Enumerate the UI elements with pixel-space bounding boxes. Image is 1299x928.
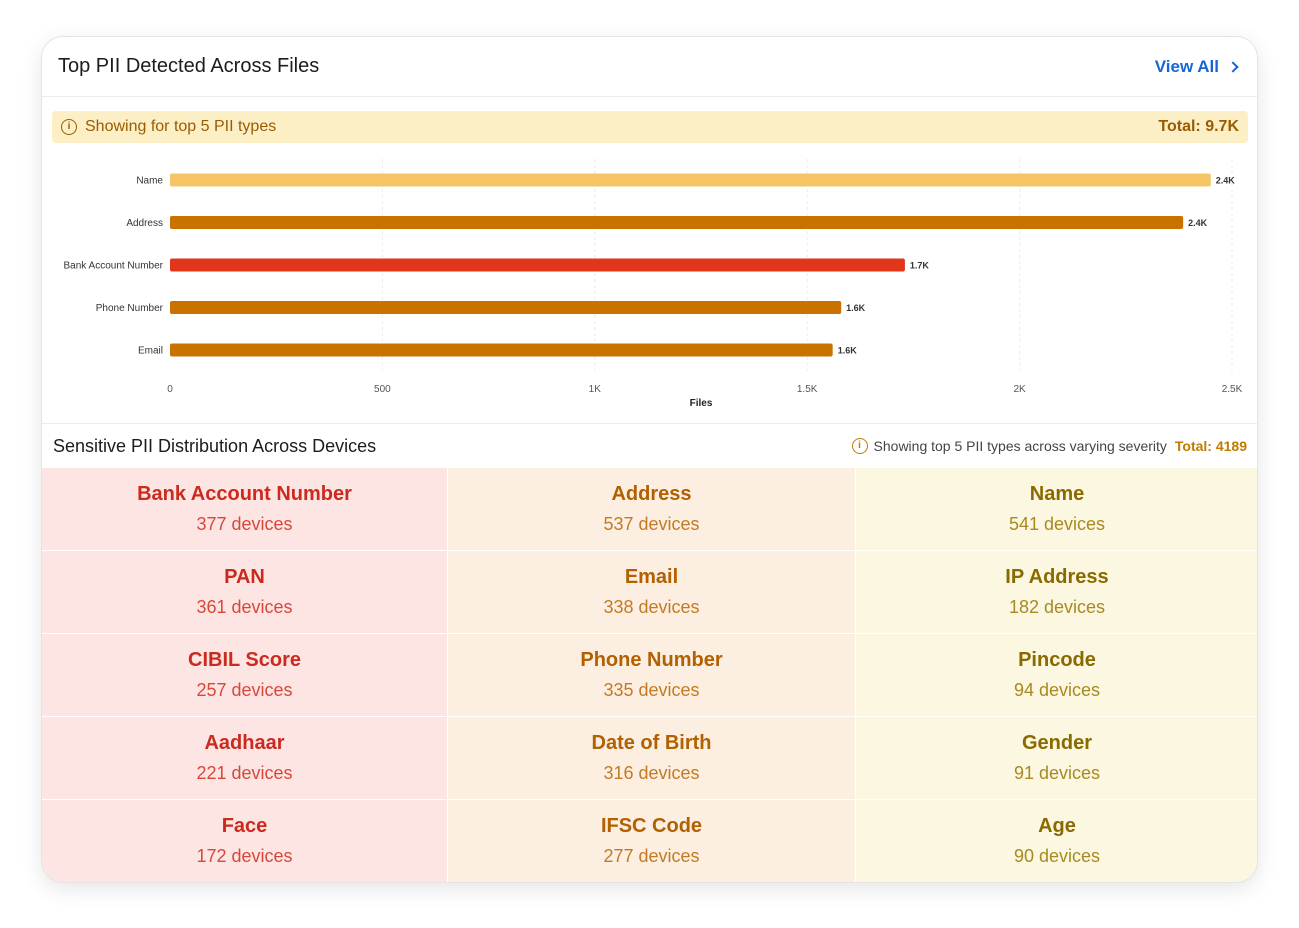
pii-type-name: Email xyxy=(624,566,679,588)
pii-type-name: IFSC Code xyxy=(600,815,703,837)
y-category-label: Phone Number xyxy=(96,303,164,314)
pii-type-name: Name xyxy=(1029,483,1085,505)
pii-card: Top PII Detected Across Files View All i… xyxy=(41,36,1258,883)
device-count: 541 devices xyxy=(1008,514,1106,534)
pii-bar-chart: 0 500 1K 1.5K 2K 2.5K Name 2.4K Address 2.4K Bank … xyxy=(42,149,1257,421)
pii-type-name: Bank Account Number xyxy=(137,483,352,505)
pii-device-cell[interactable]: PAN 361 devices xyxy=(42,551,448,634)
pii-device-cell[interactable]: CIBIL Score 257 devices xyxy=(42,634,448,717)
pii-type-name: PAN xyxy=(224,566,265,588)
bar xyxy=(170,301,842,314)
banner-text: Showing for top 5 PII types xyxy=(85,118,277,135)
pii-device-cell[interactable]: Face 172 devices xyxy=(42,800,448,882)
pii-device-cell[interactable]: Email 338 devices xyxy=(448,551,856,634)
data-label: 1.6K xyxy=(838,346,858,356)
data-label: 1.6K xyxy=(846,303,866,313)
distribution-note: Showing top 5 PII types across varying s… xyxy=(873,438,1167,454)
chart-svg: 0 500 1K 1.5K 2K 2.5K Name 2.4K Address 2.4K Bank … xyxy=(64,159,1243,409)
pii-type-name: Aadhaar xyxy=(204,732,285,754)
data-label: 2.4K xyxy=(1216,176,1236,186)
distribution-section: Sensitive PII Distribution Across Device… xyxy=(42,423,1257,882)
x-tick-label: 1.5K xyxy=(797,384,818,395)
pii-type-name: Phone Number xyxy=(580,649,723,671)
pii-device-cell[interactable]: Pincode 94 devices xyxy=(856,634,1257,717)
pii-device-cell[interactable]: IP Address 182 devices xyxy=(856,551,1257,634)
device-count: 182 devices xyxy=(1008,597,1106,617)
pii-type-name: Date of Birth xyxy=(591,732,712,754)
distribution-header: Sensitive PII Distribution Across Device… xyxy=(42,424,1257,468)
card-header: Top PII Detected Across Files View All xyxy=(42,37,1257,97)
pii-type-name: Address xyxy=(611,483,692,505)
pii-device-cell[interactable]: Gender 91 devices xyxy=(856,717,1257,800)
pii-type-name: Gender xyxy=(1021,732,1093,754)
device-count: 90 devices xyxy=(1013,846,1101,866)
bar xyxy=(170,173,1211,187)
x-tick-label: 2.5K xyxy=(1222,384,1243,395)
data-label: 2.4K xyxy=(1188,218,1208,228)
info-icon: i xyxy=(851,438,868,454)
view-all-link[interactable]: View All xyxy=(1155,57,1241,77)
device-count: 316 devices xyxy=(603,763,700,783)
bar xyxy=(170,343,833,357)
device-count: 94 devices xyxy=(1013,680,1101,700)
x-tick-label: 0 xyxy=(167,384,173,395)
pii-device-cell[interactable]: IFSC Code 277 devices xyxy=(448,800,856,882)
y-category-label: Email xyxy=(138,346,163,357)
x-tick-label: 1K xyxy=(589,384,602,395)
pii-type-name: Pincode xyxy=(1018,649,1096,671)
device-count: 377 devices xyxy=(196,514,293,534)
distribution-total: Total: 4189 xyxy=(1174,438,1247,454)
bar xyxy=(170,258,905,272)
banner-total: Total: 9.7K xyxy=(1158,118,1239,135)
card-title: Top PII Detected Across Files xyxy=(58,55,320,77)
y-category-label: Name xyxy=(136,176,163,187)
distribution-grid: Bank Account Number 377 devices Address 537… xyxy=(42,468,1257,882)
pii-device-cell[interactable]: Bank Account Number 377 devices xyxy=(42,468,448,551)
device-count: 172 devices xyxy=(196,846,293,866)
device-count: 338 devices xyxy=(603,597,700,617)
chevron-right-icon xyxy=(1227,60,1239,73)
device-count: 221 devices xyxy=(196,763,293,783)
x-tick-label: 500 xyxy=(374,384,391,395)
pii-device-cell[interactable]: Age 90 devices xyxy=(856,800,1257,882)
x-tick-label: 2K xyxy=(1013,384,1026,395)
bar xyxy=(170,216,1184,229)
distribution-title: Sensitive PII Distribution Across Device… xyxy=(53,435,377,456)
pii-device-cell[interactable]: Phone Number 335 devices xyxy=(448,634,856,717)
pii-type-name: Face xyxy=(221,815,268,837)
y-category-label: Address xyxy=(126,218,163,229)
device-count: 361 devices xyxy=(196,597,293,617)
y-category-label: Bank Account Number xyxy=(64,261,164,272)
x-axis-title: Files xyxy=(690,398,713,409)
device-count: 277 devices xyxy=(603,846,700,866)
pii-type-name: Age xyxy=(1038,815,1076,837)
pii-type-name: IP Address xyxy=(1005,566,1109,588)
pii-type-name: CIBIL Score xyxy=(188,649,301,671)
device-count: 257 devices xyxy=(196,680,293,700)
pii-device-cell[interactable]: Aadhaar 221 devices xyxy=(42,717,448,800)
data-label: 1.7K xyxy=(910,261,930,271)
device-count: 537 devices xyxy=(603,514,700,534)
pii-device-cell[interactable]: Date of Birth 316 devices xyxy=(448,717,856,800)
device-count: 91 devices xyxy=(1013,763,1101,783)
pii-device-cell[interactable]: Name 541 devices xyxy=(856,468,1257,551)
view-all-label: View All xyxy=(1154,56,1219,76)
device-count: 335 devices xyxy=(603,680,700,700)
pii-device-cell[interactable]: Address 537 devices xyxy=(448,468,856,551)
info-banner: i Showing for top 5 PII types Total: 9.7… xyxy=(52,111,1248,143)
info-icon: i xyxy=(61,119,77,135)
